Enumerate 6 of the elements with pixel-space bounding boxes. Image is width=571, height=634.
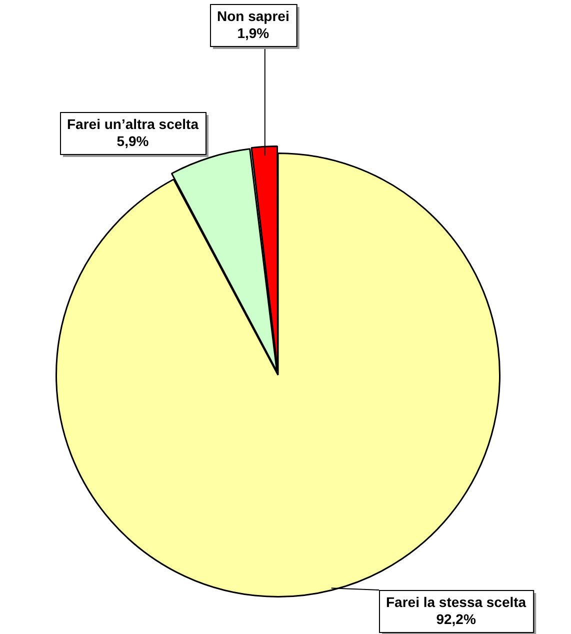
data-label: 92,2% bbox=[436, 610, 476, 627]
slice-label: Non saprei bbox=[216, 8, 290, 24]
data-label: 1,9% bbox=[237, 24, 270, 41]
slice-label: Farei la stessa scelta bbox=[386, 594, 526, 610]
data-label: 5,9% bbox=[116, 132, 150, 149]
slice-label: Farei un’altra scelta bbox=[66, 116, 199, 132]
